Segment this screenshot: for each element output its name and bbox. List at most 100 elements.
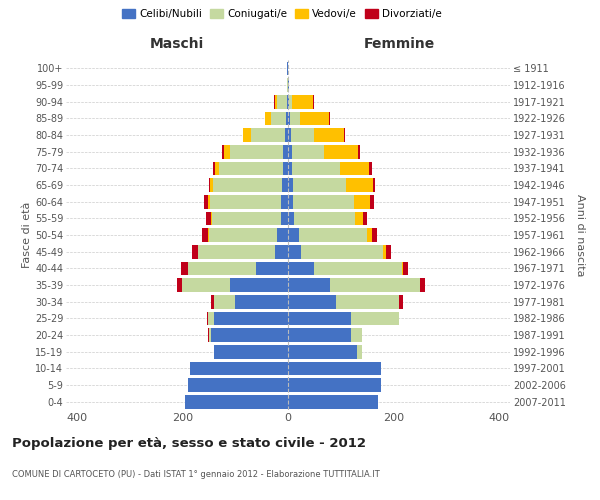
Bar [367, 228, 371, 242]
Bar [288, 312, 352, 325]
Bar [292, 145, 324, 158]
Bar [223, 145, 224, 158]
Bar [215, 162, 219, 175]
Bar [288, 362, 380, 375]
Bar [288, 395, 378, 408]
Bar [290, 128, 314, 142]
Bar [188, 378, 288, 392]
Bar [288, 328, 352, 342]
Bar [211, 295, 214, 308]
Bar [288, 195, 293, 208]
Bar [293, 195, 354, 208]
Bar [371, 228, 377, 242]
Bar [324, 145, 358, 158]
Bar [281, 178, 288, 192]
Bar [283, 145, 288, 158]
Bar [357, 345, 362, 358]
Bar [370, 195, 374, 208]
Bar [335, 295, 399, 308]
Bar [181, 262, 188, 275]
Legend: Celibi/Nubili, Coniugati/e, Vedovi/e, Divorziati/e: Celibi/Nubili, Coniugati/e, Vedovi/e, Di… [118, 5, 446, 24]
Bar [206, 212, 211, 225]
Text: Maschi: Maschi [150, 37, 204, 51]
Bar [210, 178, 213, 192]
Bar [340, 162, 369, 175]
Bar [230, 145, 283, 158]
Bar [289, 95, 292, 108]
Bar [288, 278, 330, 292]
Bar [386, 245, 391, 258]
Bar [286, 112, 288, 125]
Bar [373, 178, 375, 192]
Bar [219, 162, 283, 175]
Bar [358, 145, 360, 158]
Bar [288, 95, 289, 108]
Bar [288, 145, 292, 158]
Bar [288, 212, 295, 225]
Bar [271, 112, 286, 125]
Bar [190, 362, 288, 375]
Text: Popolazione per età, sesso e stato civile - 2012: Popolazione per età, sesso e stato civil… [12, 438, 366, 450]
Bar [292, 95, 313, 108]
Bar [281, 212, 288, 225]
Text: Femmine: Femmine [364, 37, 434, 51]
Y-axis label: Anni di nascita: Anni di nascita [575, 194, 585, 276]
Bar [401, 262, 403, 275]
Bar [352, 328, 362, 342]
Bar [185, 395, 288, 408]
Bar [314, 128, 343, 142]
Bar [383, 245, 386, 258]
Bar [213, 178, 281, 192]
Bar [265, 112, 271, 125]
Bar [192, 245, 198, 258]
Bar [235, 295, 288, 308]
Bar [288, 178, 293, 192]
Bar [281, 195, 288, 208]
Bar [275, 95, 277, 108]
Bar [346, 178, 373, 192]
Bar [288, 162, 292, 175]
Bar [288, 378, 380, 392]
Bar [277, 95, 287, 108]
Bar [355, 212, 363, 225]
Bar [288, 262, 314, 275]
Bar [214, 295, 235, 308]
Bar [277, 228, 288, 242]
Bar [288, 245, 301, 258]
Bar [292, 162, 340, 175]
Bar [230, 278, 288, 292]
Bar [314, 262, 401, 275]
Bar [224, 145, 230, 158]
Bar [256, 262, 288, 275]
Bar [352, 312, 399, 325]
Bar [301, 245, 383, 258]
Bar [251, 128, 286, 142]
Bar [204, 195, 208, 208]
Bar [275, 245, 288, 258]
Bar [208, 312, 214, 325]
Bar [243, 128, 251, 142]
Bar [330, 278, 420, 292]
Bar [363, 212, 367, 225]
Bar [202, 228, 208, 242]
Bar [209, 178, 210, 192]
Bar [212, 212, 281, 225]
Bar [293, 178, 346, 192]
Bar [288, 295, 335, 308]
Bar [177, 278, 182, 292]
Bar [214, 345, 288, 358]
Bar [300, 112, 329, 125]
Bar [214, 312, 288, 325]
Bar [403, 262, 408, 275]
Y-axis label: Fasce di età: Fasce di età [22, 202, 32, 268]
Bar [288, 345, 357, 358]
Bar [208, 195, 210, 208]
Bar [288, 112, 290, 125]
Bar [211, 212, 212, 225]
Bar [288, 228, 299, 242]
Bar [209, 328, 211, 342]
Bar [287, 78, 288, 92]
Bar [299, 228, 367, 242]
Bar [343, 128, 345, 142]
Bar [286, 128, 288, 142]
